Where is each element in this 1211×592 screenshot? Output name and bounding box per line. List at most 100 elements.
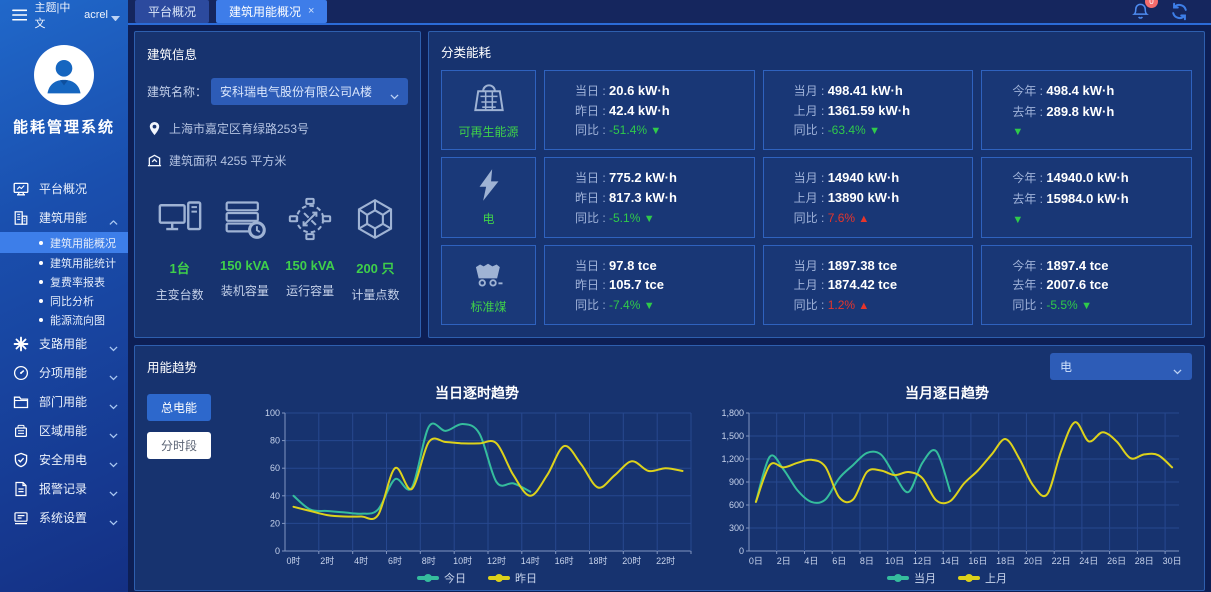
notification-bell-icon[interactable]: 0 [1131,0,1158,21]
energy-stat-card: 今年 : 1897.4 tce 去年 : 2007.6 tce 同比 : -5.5%… [981,244,1193,325]
username: acrel [84,9,108,21]
sidebar-item-subitem-energy[interactable]: 分项用能 [0,358,128,387]
energy-category-label: 电 [482,212,495,227]
building-name-value: 安科瑞电气股份有限公司A楼 [220,85,373,99]
legend-item[interactable]: 上月 [958,570,1007,586]
svg-text:14日: 14日 [941,556,960,566]
svg-text:1,200: 1,200 [721,454,744,464]
trend-up-triangle-icon: ▲ [858,212,870,225]
sidebar-subitem-label: 同比分析 [50,295,94,308]
yoy-line: 同比 : -7.4% ▼ [575,297,655,312]
legend-label: 今日 [444,573,466,585]
chevron-down-icon [109,428,118,439]
sidebar-subitem[interactable]: 建筑用能统计 [0,253,128,272]
theme-language-label[interactable]: 主题|中文 [34,2,71,30]
notification-badge: 0 [1145,0,1158,8]
energy-rows: 可再生能源 当日 : 20.6 kW·h 昨日 : 42.4 kW·h 同比 : -5… [441,70,1193,325]
branch-energy-icon [13,336,29,352]
trend-mode-buttons: 总电能 分时段 [147,382,247,586]
user-menu[interactable]: acrel [84,9,120,21]
sidebar-item-building-energy[interactable]: 建筑用能 [0,203,128,232]
svg-text:60: 60 [270,463,280,473]
sidebar-item-alarm-record[interactable]: 报警记录 [0,474,128,503]
sidebar-item-platform-overview[interactable]: 平台概况 [0,174,128,203]
building-stat-value: 150 kVA [220,258,270,273]
sidebar-item-department-energy[interactable]: 部门用能 [0,387,128,416]
topbar: 平台概况 建筑用能概况 × 0 [128,0,1211,25]
sidebar-item-label: 分项用能 [39,366,88,380]
location-pin-icon [147,121,162,136]
building-stat-label: 主变台数 [155,288,204,302]
energy-stat-card: 当月 : 498.41 kW·h 上月 : 1361.59 kW·h 同比 : -6… [762,70,974,151]
refresh-icon[interactable] [1170,2,1189,21]
stat-line: 当日 : 20.6 kW·h [575,83,670,98]
chart-title: 当日逐时趋势 [435,385,519,401]
hamburger-menu-icon[interactable] [12,9,28,22]
energy-category-box: 电 [441,157,536,238]
running-capacity-icon [278,195,343,243]
tab-label: 建筑用能概况 [229,5,302,19]
stat-line: 上月 : 1361.59 kW·h [793,102,911,118]
energy-type-value: 电 [1060,360,1073,374]
svg-text:6日: 6日 [832,556,846,566]
sidebar-subitem[interactable]: 建筑用能概况 [0,232,128,253]
trend-charts: 当日逐时趋势 0 20 40 60 80 100 0时 2时 4时 6时 8时 10时 12时 14时 16时… [247,382,1192,586]
trend-mode-button[interactable]: 总电能 [147,394,211,421]
tab-close-icon[interactable]: × [308,5,315,17]
tab-bar: 平台概况 建筑用能概况 × [135,0,328,23]
legend-item[interactable]: 今日 [417,570,466,586]
legend-marker-icon [958,574,980,582]
legend-item[interactable]: 当月 [887,570,936,586]
legend-item[interactable]: 昨日 [488,570,537,586]
sidebar: 主题|中文 acrel 能耗管理系统 平台概况 建筑用能 建筑用能概况 建筑用能统计复… [0,0,128,592]
main-area: 平台概况 建筑用能概况 × 0 建筑信息 建筑名称： 安科瑞电气股份有限公司A楼 [128,0,1211,592]
floor-area-icon [147,153,162,168]
stat-line: 上月 : 13890 kW·h [793,189,900,205]
stat-line: 去年 : 2007.6 tce [1012,277,1109,293]
trend-down-triangle-icon: ▼ [1012,126,1024,139]
yoy-line: 同比 : -5.1% ▼ [575,210,655,225]
tab[interactable]: 建筑用能概况 × [216,0,328,23]
system-settings-icon [13,510,29,526]
sidebar-item-area-energy[interactable]: 区域用能 [0,416,128,445]
bullet-icon [39,279,43,284]
sidebar-subitem[interactable]: 同比分析 [0,291,128,310]
svg-text:20: 20 [270,518,280,528]
svg-text:900: 900 [729,477,744,487]
trend-down-triangle-icon: ▼ [1081,299,1092,312]
bullet-icon [39,317,43,322]
energy-stat-card: 今年 : 498.4 kW·h 去年 : 289.8 kW·h ▼ [981,70,1193,151]
trend-mode-button[interactable]: 分时段 [147,432,211,459]
svg-text:300: 300 [729,523,744,533]
platform-overview-icon [13,181,29,197]
chevron-down-icon [109,341,118,352]
trend-down-triangle-icon: ▼ [650,125,662,138]
building-info-panel: 建筑信息 建筑名称： 安科瑞电气股份有限公司A楼 上海市嘉定区育绿路253号 建… [134,31,421,338]
sidebar-subitem[interactable]: 复费率报表 [0,272,128,291]
sidebar-item-safety-power[interactable]: 安全用电 [0,445,128,474]
sidebar-subitem[interactable]: 能源流向图 [0,310,128,329]
svg-text:30日: 30日 [1163,556,1182,566]
transformer-count-icon [147,195,212,243]
building-stat-label: 计量点数 [351,288,400,302]
chevron-down-icon [109,486,118,497]
svg-text:26日: 26日 [1107,556,1126,566]
stat-line: 当日 : 775.2 kW·h [575,170,677,186]
energy-type-select[interactable]: 电 [1050,353,1192,380]
chart-legend: 当月 上月 [887,570,1007,586]
svg-text:1,800: 1,800 [721,408,744,418]
stat-line: 当月 : 1897.38 tce [793,257,898,273]
sidebar-subitem-label: 复费率报表 [50,276,105,289]
sidebar-item-branch-energy[interactable]: 支路用能 [0,329,128,358]
yoy-line: 同比 : -51.4% ▼ [575,123,662,138]
electricity-icon [471,167,507,203]
svg-text:2时: 2时 [320,555,334,566]
sidebar-item-system-settings[interactable]: 系统设置 [0,503,128,532]
sidebar-item-label: 区域用能 [39,424,88,438]
tab[interactable]: 平台概况 [135,0,210,23]
svg-text:16日: 16日 [968,556,987,566]
building-name-select[interactable]: 安科瑞电气股份有限公司A楼 [211,78,408,105]
svg-text:1,500: 1,500 [721,431,744,441]
stat-line: 昨日 : 105.7 tce [575,277,664,293]
legend-marker-icon [887,574,909,582]
